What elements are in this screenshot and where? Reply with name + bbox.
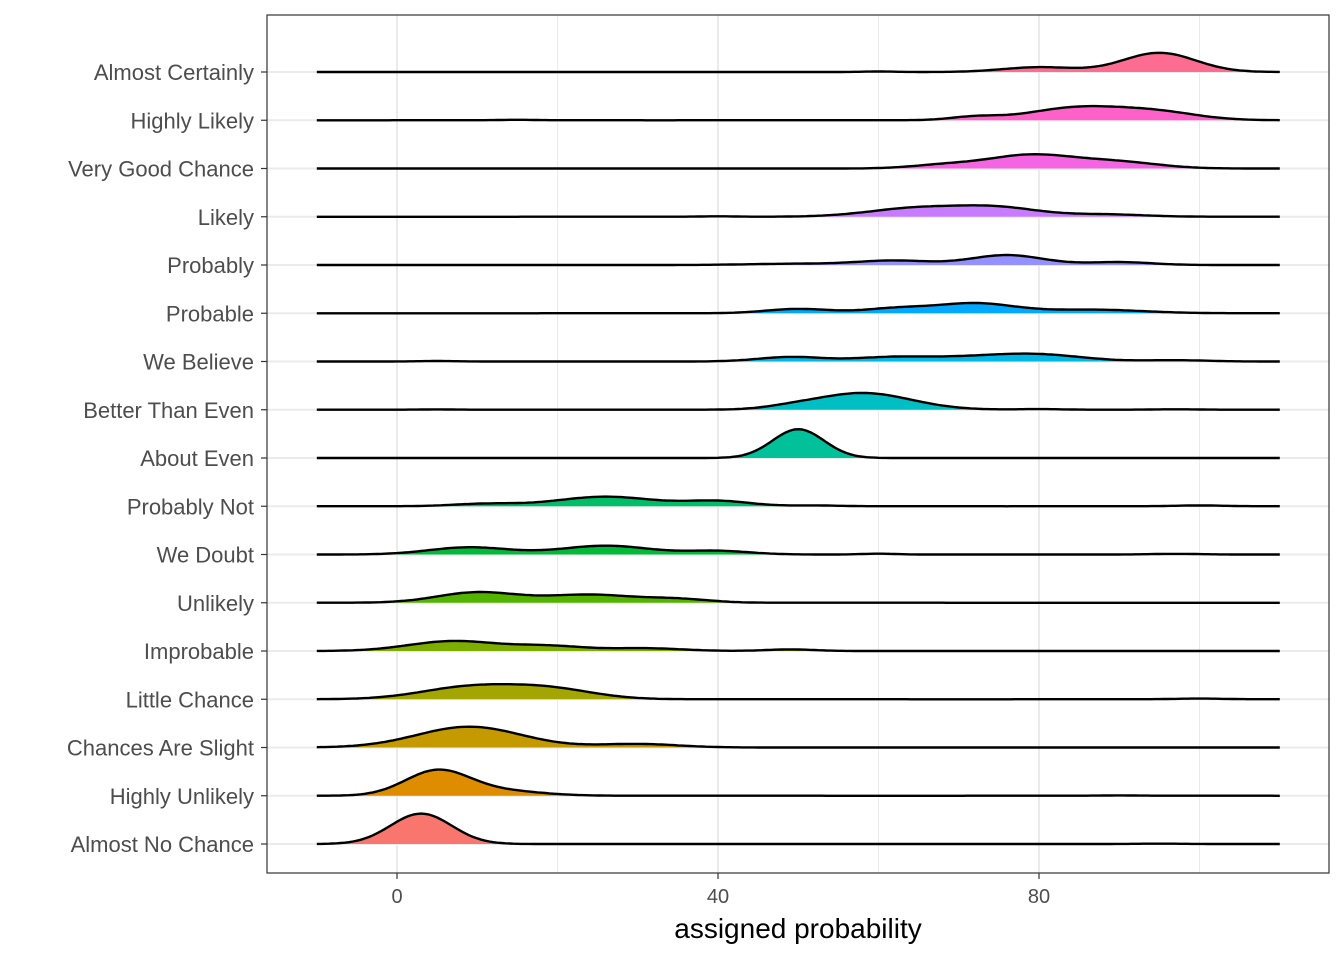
ridge-fill <box>316 592 1280 603</box>
ridge-fill <box>316 640 1280 651</box>
ridge-almost-no-chance <box>316 812 1280 846</box>
ridge-fill <box>316 813 1280 844</box>
ridge-we-doubt <box>316 544 1280 556</box>
ridge-fill <box>316 154 1280 169</box>
ridge-probably-not <box>316 495 1280 508</box>
ridge-outline <box>316 153 1280 170</box>
ridge-outline <box>316 391 1280 411</box>
x-tick-label: 0 <box>391 886 402 908</box>
ridge-layer <box>316 51 1280 846</box>
ridge-outline <box>316 812 1280 846</box>
category-label: Chances Are Slight <box>67 736 254 761</box>
ridge-outline <box>316 768 1280 797</box>
ridge-probably <box>316 253 1280 267</box>
ridge-highly-unlikely <box>316 768 1280 797</box>
ridge-outline <box>316 204 1280 218</box>
category-label: Almost No Chance <box>71 832 254 857</box>
category-label: About Even <box>140 446 254 471</box>
ridge-outline <box>316 51 1280 74</box>
category-label: Very Good Chance <box>68 157 254 182</box>
category-label: Probably Not <box>127 494 254 519</box>
ridge-fill <box>316 545 1280 555</box>
ridge-likely <box>316 204 1280 218</box>
ridge-fill <box>316 205 1280 217</box>
ridge-we-believe <box>316 352 1280 363</box>
ridge-fill <box>316 255 1280 265</box>
ridge-highly-likely <box>316 104 1280 122</box>
category-label: Highly Likely <box>131 108 255 133</box>
y-axis: Almost Certainly Highly Likely Very Good C… <box>67 60 267 857</box>
category-label: Little Chance <box>126 687 254 712</box>
panel-border <box>266 14 1330 874</box>
ridge-outline <box>316 725 1280 749</box>
category-label: Better Than Even <box>83 398 254 423</box>
category-label: Almost Certainly <box>94 60 254 85</box>
ridge-outline <box>316 352 1280 363</box>
ridge-outline <box>316 301 1280 315</box>
ridge-outline <box>316 683 1280 701</box>
ridge-outline <box>316 428 1280 460</box>
ridge-very-good-chance <box>316 153 1280 170</box>
ridge-improbable <box>316 639 1280 653</box>
ridge-outline <box>316 544 1280 556</box>
ridge-fill <box>316 769 1280 796</box>
ridge-better-than-even <box>316 391 1280 411</box>
ridge-chances-are-slight <box>316 725 1280 749</box>
ridge-almost-certainly <box>316 51 1280 74</box>
ridge-outline <box>316 590 1280 604</box>
category-label: We Believe <box>143 350 254 375</box>
category-label: Highly Unlikely <box>110 784 254 809</box>
category-label: Probable <box>166 301 254 326</box>
ridge-fill <box>316 726 1280 748</box>
ridge-fill <box>316 429 1280 458</box>
ridge-outline <box>316 104 1280 122</box>
ridge-unlikely <box>316 590 1280 604</box>
x-tick-label: 40 <box>707 886 729 908</box>
ridge-little-chance <box>316 683 1280 701</box>
ridge-fill <box>316 106 1280 121</box>
ridge-outline <box>316 253 1280 267</box>
ridge-outline <box>316 639 1280 653</box>
ridge-fill <box>316 303 1280 314</box>
ridge-fill <box>316 496 1280 507</box>
category-label: We Doubt <box>157 543 254 568</box>
ridge-probable <box>316 301 1280 315</box>
category-label: Improbable <box>144 639 254 664</box>
x-tick-label: 80 <box>1028 886 1050 908</box>
category-label: Probably <box>167 253 254 278</box>
category-label: Unlikely <box>177 591 254 616</box>
category-label: Likely <box>198 205 254 230</box>
x-axis-title: assigned probability <box>674 913 922 944</box>
ridge-outline <box>316 495 1280 508</box>
x-axis: 0 40 80 <box>391 873 1050 908</box>
ridge-about-even <box>316 428 1280 460</box>
